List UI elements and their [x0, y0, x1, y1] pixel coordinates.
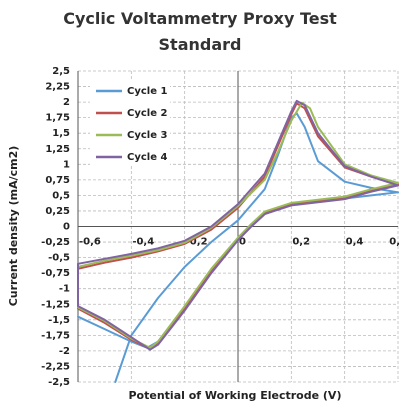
y-tick-label: 1,5 — [52, 128, 70, 139]
legend-label: Cycle 2 — [127, 108, 167, 119]
y-tick-label: 0,5 — [52, 190, 70, 201]
y-tick-label: -0,75 — [41, 268, 70, 279]
y-tick-label: -2 — [59, 346, 70, 357]
y-tick-label: -2,25 — [41, 361, 70, 372]
y-tick-label: -0,25 — [41, 237, 70, 248]
x-axis-title: Potential of Working Electrode (V) — [129, 389, 342, 402]
x-tick-label: -0,4 — [132, 237, 154, 248]
y-tick-label: 1,75 — [45, 113, 70, 124]
y-tick-label: -0,5 — [48, 253, 70, 264]
y-tick-label: 1,25 — [45, 144, 70, 155]
y-tick-label: 2,25 — [45, 82, 70, 93]
legend-label: Cycle 4 — [127, 152, 167, 163]
y-axis-title: Current density (mA/cm2) — [7, 146, 20, 307]
x-tick-label: -0,6 — [79, 237, 101, 248]
legend: Cycle 1 Cycle 2 Cycle 3 Cycle 4 — [90, 81, 170, 165]
x-tick-label: -0,2 — [186, 237, 208, 248]
y-tick-label: -2,5 — [48, 377, 70, 388]
x-tick-label: 0,2 — [292, 237, 310, 248]
y-tick-label: 0,25 — [45, 206, 70, 217]
x-tick-label: 0,4 — [346, 237, 364, 248]
y-tick-label: -1,75 — [41, 330, 70, 341]
y-tick-label: 2,5 — [52, 66, 70, 77]
legend-label: Cycle 3 — [127, 130, 167, 141]
y-tick-label: -1,5 — [48, 315, 70, 326]
y-tick-label: 2 — [63, 97, 70, 108]
y-tick-label: 0 — [63, 222, 70, 233]
y-tick-label: 0,75 — [45, 175, 70, 186]
data-line — [77, 101, 399, 349]
chart-title: Cyclic Voltammetry Proxy Test Standard — [63, 9, 337, 54]
x-tick-label: 0 — [239, 237, 246, 248]
y-tick-label: -1,25 — [41, 299, 70, 310]
legend-box — [90, 81, 170, 165]
data-line — [77, 99, 399, 351]
legend-label: Cycle 1 — [127, 86, 167, 97]
y-tick-label: 1 — [63, 159, 70, 170]
y-tick-label: -1 — [59, 284, 70, 295]
x-tick-label: 0, — [389, 237, 400, 248]
